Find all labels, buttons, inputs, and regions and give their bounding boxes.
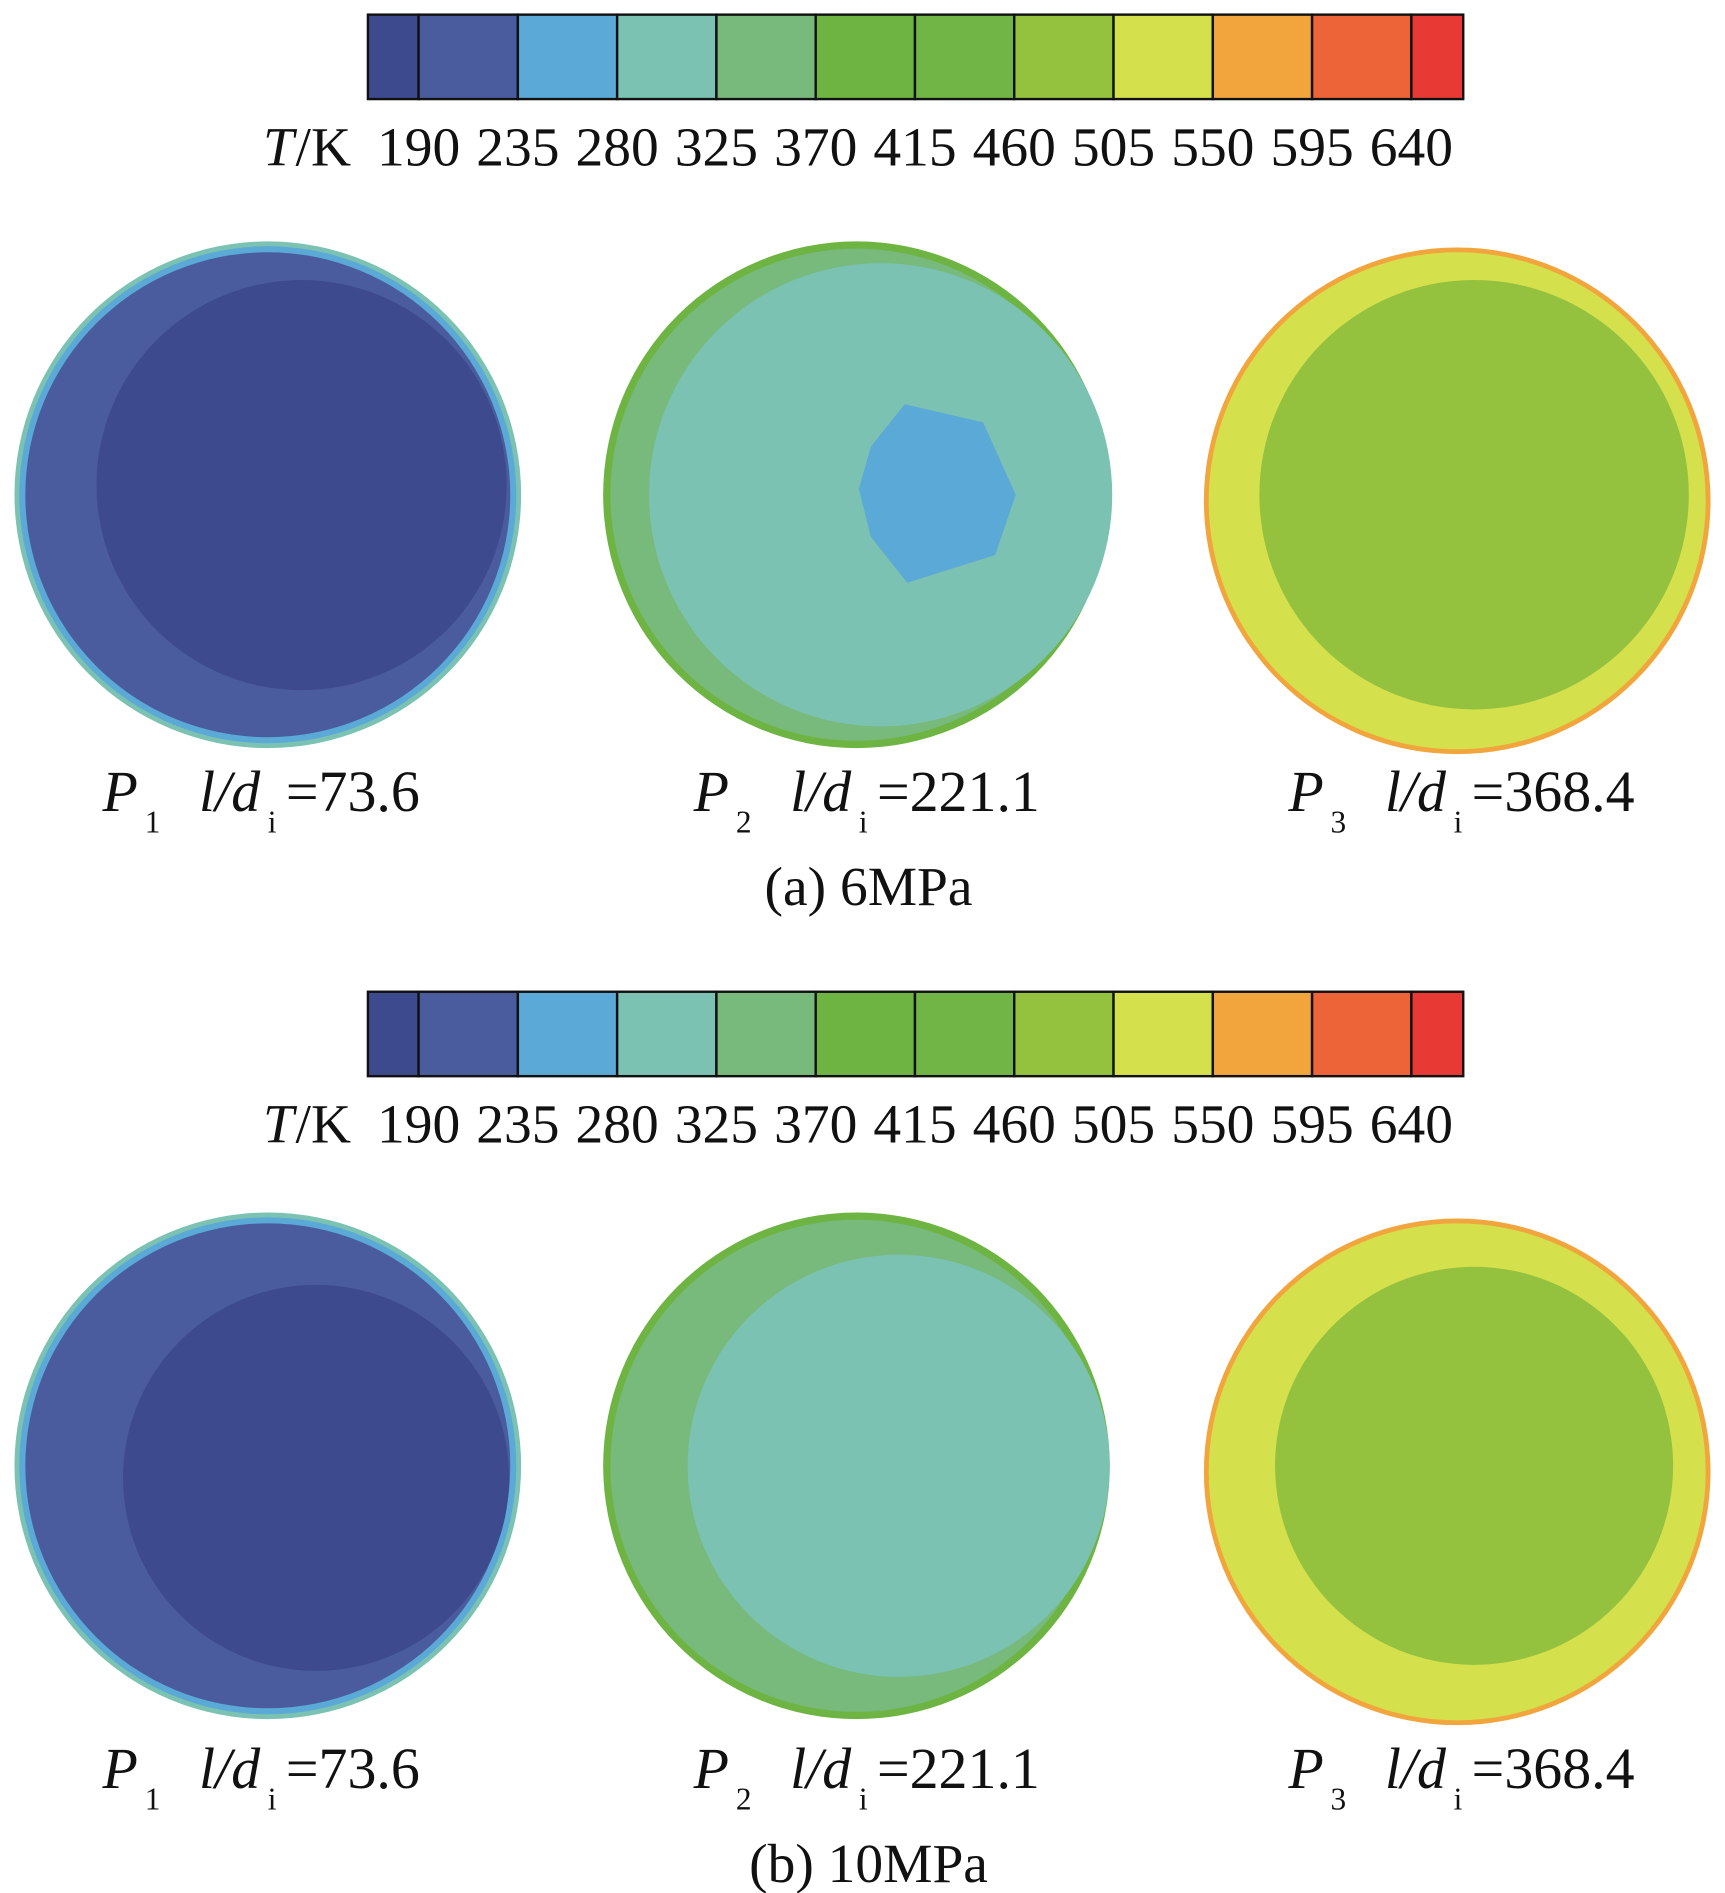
point-subscript: 1 [145, 1782, 161, 1817]
variable: l/d [790, 1736, 852, 1801]
colorbar-tick-label: 370 [774, 117, 857, 178]
colorbar-swatch [1211, 13, 1314, 101]
colorbar-tick-label: 505 [1072, 1095, 1155, 1156]
caption: (a) 6MPa [765, 857, 973, 918]
colorbar-swatch [1112, 13, 1215, 101]
contour-p3 [1203, 1218, 1711, 1726]
colorbar-swatch [1211, 990, 1314, 1078]
contour-p3 [1203, 247, 1711, 755]
colorbar-unit: /K [296, 117, 351, 178]
caption: (b) 10MPa [749, 1834, 988, 1893]
colorbar-swatch [1310, 990, 1413, 1078]
colorbar-tick-label: 190 [377, 1095, 460, 1156]
variable-subscript: i [1454, 805, 1463, 840]
variable-subscript: i [859, 805, 868, 840]
point-subscript: 2 [736, 1782, 752, 1817]
contour-p1 [14, 1212, 522, 1720]
colorbar-swatch [615, 13, 718, 101]
value: =221.1 [877, 1736, 1040, 1801]
core [96, 280, 507, 691]
point-subscript: 1 [145, 805, 161, 840]
value: =73.6 [286, 759, 420, 824]
colorbar-swatch [1112, 990, 1215, 1078]
colorbar-swatch [417, 990, 520, 1078]
colorbar-tick-label: 235 [476, 1095, 559, 1156]
cold-spot [858, 404, 1016, 583]
colorbar-tick-label: 595 [1270, 1095, 1353, 1156]
point-label: P [693, 759, 729, 824]
variable: l/d [790, 759, 852, 824]
colorbar-swatch [1310, 13, 1413, 101]
colorbar-tick-label: 550 [1171, 117, 1254, 178]
core [123, 1284, 510, 1671]
colorbar-tick-label: 460 [973, 1095, 1056, 1156]
point-label: P [102, 759, 138, 824]
point-label: P [1287, 759, 1323, 824]
point-subscript: 2 [736, 805, 752, 840]
point-label: P [693, 1736, 729, 1801]
variable: l/d [199, 1736, 261, 1801]
value: =221.1 [877, 759, 1040, 824]
core [1275, 1266, 1674, 1665]
contour-p1 [14, 241, 522, 749]
colorbar-swatch [1410, 990, 1465, 1078]
colorbar-unit-symbol: T [263, 117, 298, 178]
colorbar-swatch [814, 13, 917, 101]
colorbar-tick-label: 325 [675, 117, 758, 178]
colorbar-swatch [814, 990, 917, 1078]
colorbar-tick-label: 505 [1072, 117, 1155, 178]
value: =368.4 [1472, 759, 1635, 824]
core [1259, 280, 1689, 710]
colorbar-swatch [1410, 13, 1465, 101]
colorbar-tick-label: 280 [576, 1095, 659, 1156]
colorbar-tick-label: 595 [1270, 117, 1353, 178]
colorbar-swatch [913, 13, 1016, 101]
point-label: P [102, 1736, 138, 1801]
colorbar-tick-label: 460 [973, 117, 1056, 178]
colorbar-tick-label: 415 [873, 1095, 956, 1156]
colorbar-unit: /K [296, 1095, 351, 1156]
variable: l/d [1385, 759, 1447, 824]
contour-p2 [603, 241, 1113, 749]
point-label: P [1287, 1736, 1323, 1801]
colorbar-tick-label: 370 [774, 1095, 857, 1156]
colorbar-tick-label: 235 [476, 117, 559, 178]
colorbar-swatch [516, 990, 619, 1078]
variable: l/d [1385, 1736, 1447, 1801]
colorbar-tick-label: 550 [1171, 1095, 1254, 1156]
colorbar-tick-label: 640 [1370, 1095, 1453, 1156]
colorbar-swatch [715, 13, 817, 101]
colorbar-swatch [615, 990, 718, 1078]
variable-subscript: i [268, 805, 277, 840]
colorbar-unit-symbol: T [263, 1095, 298, 1156]
colorbar-swatch [516, 13, 619, 101]
variable: l/d [199, 759, 261, 824]
colorbar-tick-label: 415 [873, 117, 956, 178]
colorbar-tick-label: 190 [377, 117, 460, 178]
contour-p2 [603, 1212, 1110, 1720]
core [687, 1254, 1110, 1677]
colorbar-swatch [715, 990, 817, 1078]
colorbar-swatch [1013, 990, 1115, 1078]
colorbar-tick-label: 280 [576, 117, 659, 178]
colorbar-swatch [366, 990, 420, 1078]
colorbar-tick-label: 640 [1370, 117, 1453, 178]
colorbar-swatch [1013, 13, 1115, 101]
colorbar-swatch [366, 13, 420, 101]
colorbar-swatch [913, 990, 1016, 1078]
variable-subscript: i [268, 1782, 277, 1817]
point-subscript: 3 [1331, 805, 1347, 840]
value: =73.6 [286, 1736, 420, 1801]
colorbar-tick-label: 325 [675, 1095, 758, 1156]
variable-subscript: i [859, 1782, 868, 1817]
colorbar-swatch [417, 13, 520, 101]
point-subscript: 3 [1331, 1782, 1347, 1817]
variable-subscript: i [1454, 1782, 1463, 1817]
value: =368.4 [1472, 1736, 1635, 1801]
